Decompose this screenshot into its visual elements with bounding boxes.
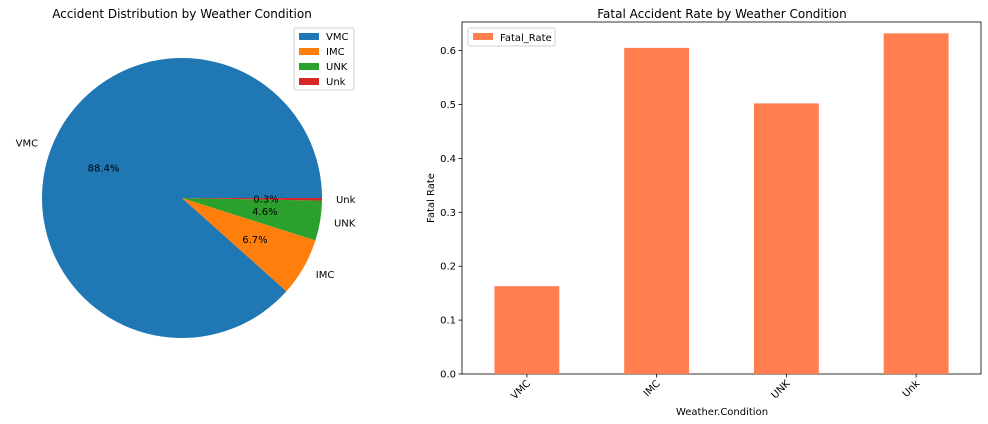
y-tick-label: 0.4 — [440, 154, 456, 165]
y-tick-label: 0.3 — [440, 208, 456, 219]
pie-legend-label: UNK — [326, 62, 348, 73]
pie-category-label: IMC — [316, 270, 335, 281]
bar-legend-label: Fatal_Rate — [500, 33, 552, 44]
y-tick-label: 0.2 — [440, 262, 456, 273]
bar-y-axis-label: Fatal Rate — [426, 173, 437, 223]
pie-percent-label: 88.4% — [88, 164, 120, 175]
y-tick-label: 0.0 — [440, 370, 456, 381]
pie-slice-unk-3 — [182, 198, 322, 201]
bar-imc-1 — [624, 47, 690, 375]
x-tick-label: Unk — [901, 378, 923, 400]
bar-chart: Fatal Accident Rate by Weather Condition… — [426, 7, 982, 418]
pie-legend-label: VMC — [326, 32, 348, 43]
bar-x-axis: VMC IMC UNK Unk — [509, 374, 922, 402]
bar-legend-frame — [467, 27, 556, 47]
pie-category-label: VMC — [16, 139, 38, 150]
pie-chart: Accident Distribution by Weather Conditi… — [16, 7, 356, 339]
bar-series — [494, 33, 949, 375]
pie-legend: VMC IMC UNK Unk — [293, 27, 355, 91]
bar-legend: Fatal_Rate — [467, 27, 556, 47]
pie-legend-label: Unk — [326, 77, 346, 88]
pie-legend-label: IMC — [326, 47, 345, 58]
bar-y-axis: 0.0 0.1 0.2 0.3 0.4 0.5 0.6 — [440, 46, 462, 381]
pie-percent-label: 4.6% — [252, 207, 277, 218]
bar-chart-title: Fatal Accident Rate by Weather Condition — [597, 7, 846, 21]
pie-slice-imc-1 — [182, 198, 316, 292]
pie-chart-title: Accident Distribution by Weather Conditi… — [52, 7, 312, 21]
y-tick-label: 0.5 — [440, 100, 456, 111]
bar-legend-swatch — [473, 33, 493, 40]
pie-legend-swatch — [299, 48, 319, 55]
pie-legend-frame — [293, 27, 355, 91]
pie-slice-vmc-0 — [41, 58, 322, 339]
y-tick-label: 0.1 — [440, 316, 456, 327]
pie-slice-unk-2 — [182, 198, 322, 241]
pie-labels: VMC 88.4% IMC 6.7% UNK 4.6% Unk 0.3% — [16, 139, 356, 281]
bar-unk-3 — [883, 33, 949, 374]
pie-percent-label: 6.7% — [242, 235, 267, 246]
x-tick-label: UNK — [770, 378, 793, 401]
pie-slices — [41, 58, 322, 339]
bar-unk-2 — [753, 103, 819, 374]
pie-legend-swatch — [299, 78, 319, 85]
pie-percent-label: 0.3% — [253, 194, 278, 205]
pie-legend-swatch — [299, 33, 319, 40]
bar-x-axis-label: Weather.Condition — [676, 407, 768, 418]
pie-legend-swatch — [299, 63, 319, 70]
bar-plot-frame — [461, 21, 982, 375]
pie-category-label: UNK — [334, 219, 356, 230]
x-tick-label: VMC — [509, 378, 533, 402]
pie-category-label: Unk — [336, 195, 356, 206]
y-tick-label: 0.6 — [440, 46, 456, 57]
x-tick-label: IMC — [642, 378, 663, 399]
bar-vmc-0 — [494, 286, 560, 374]
